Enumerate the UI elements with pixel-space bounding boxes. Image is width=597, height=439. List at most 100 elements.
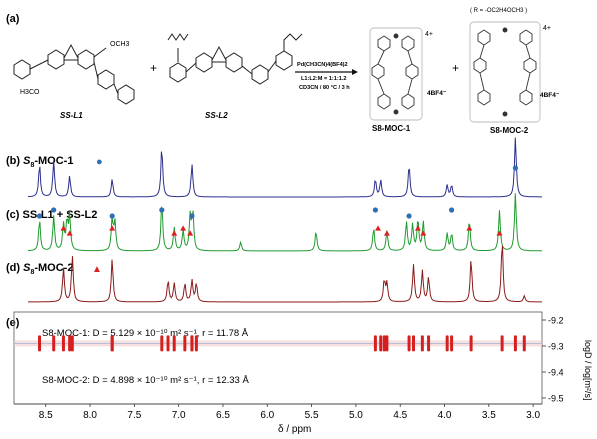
dosy-peak — [70, 335, 74, 352]
arrow-reagent-text: Pd(CH3CN)4(BF4)2 — [297, 62, 348, 68]
x-tick-label: 3.0 — [526, 410, 540, 421]
y2-tick-label: -9.2 — [548, 316, 564, 326]
plus-sign-2: + — [452, 61, 459, 75]
plus-sign: + — [150, 61, 157, 75]
moc2-cage-structure — [469, 21, 541, 123]
x-tick-label: 4.5 — [393, 410, 407, 421]
moc1-peak-marker — [189, 213, 195, 219]
moc1-marker-legend: ● — [96, 156, 103, 168]
x-tick-label: 4.0 — [438, 410, 452, 421]
moc1-label: S8-MOC-1 — [372, 124, 411, 133]
dosy-peak — [500, 335, 504, 352]
dosy-peak — [190, 335, 194, 352]
moc1-peak-marker — [372, 207, 378, 213]
ligand-l2-structure — [167, 33, 303, 85]
moc1-charge: 4+ — [425, 31, 433, 38]
panel-a-label: (a) — [6, 13, 20, 25]
y2-tick-label: -9.5 — [548, 394, 564, 404]
dosy-moc1-text: S8-MOC-1: D = 5.129 × 10⁻¹⁰ m² s⁻¹, r = … — [42, 328, 249, 339]
moc1-peak-marker — [109, 213, 115, 219]
dosy-peak — [382, 335, 386, 352]
moc1-cage-structure — [369, 27, 423, 121]
moc1-peak-marker — [449, 207, 455, 213]
moc2-peak-marker — [496, 230, 503, 236]
axis-layer: 8.5 8.0 7.5 7.0 6.5 6.0 5.5 5.0 4.5 4.0 3.5 3.0 -9.2… — [14, 316, 564, 421]
moc2-peak-marker — [420, 230, 427, 236]
x-tick-label: 7.5 — [127, 410, 141, 421]
moc2-peak-marker — [375, 225, 382, 231]
dosy-frame — [13, 311, 543, 405]
dosy-layer — [14, 335, 542, 352]
dosy-peak — [52, 335, 56, 352]
x-tick-label: 6.5 — [216, 410, 230, 421]
dosy-peak — [445, 335, 449, 352]
r-definition: ( R = -OC2H4OCH3 ) — [470, 8, 527, 14]
scheme-panel: (a) OCH3 H3CO SS-L1 + — [6, 8, 560, 135]
dosy-moc2-text: S8-MOC-2: D = 4.898 × 10⁻¹⁰ m² s⁻¹, r = … — [42, 375, 249, 386]
dosy-peak — [166, 335, 170, 352]
moc2-charge: 4+ — [543, 25, 551, 32]
ligand-l1-structure — [13, 43, 135, 105]
moc1-peak-marker — [159, 207, 165, 213]
spectrum-trace-2 — [28, 245, 542, 303]
spectra-layer — [27, 137, 543, 303]
arrow-ratio-text: L1:L2:M = 1:1:1.2 — [301, 76, 347, 82]
ligand-l1-label: SS-L1 — [60, 111, 83, 120]
moc2-peak-marker — [109, 225, 116, 231]
y2-tick-label: -9.3 — [548, 342, 564, 352]
moc2-peak-marker — [180, 225, 187, 231]
moc1-peak-marker — [51, 207, 57, 213]
ligand-l2-label: SS-L2 — [205, 111, 228, 120]
reaction-arrowhead — [352, 69, 358, 75]
x-tick-label: 8.0 — [83, 410, 97, 421]
arrow-conditions-text: CD3CN / 80 °C / 3 h — [299, 85, 350, 91]
x-tick-label: 5.0 — [349, 410, 363, 421]
ome-label: OCH3 — [110, 41, 130, 48]
dosy-peak — [183, 335, 187, 352]
x-tick-label: 8.5 — [39, 410, 53, 421]
moc2-counterion: 4BF4⁻ — [540, 92, 560, 99]
moc2-label: S8-MOC-2 — [490, 126, 529, 135]
dosy-peak — [513, 335, 517, 352]
spectrum-trace-0 — [28, 137, 542, 198]
y2-axis-title: logD / log[m²/s] — [583, 340, 593, 401]
dosy-peak — [110, 335, 114, 352]
moc2-peak-marker — [66, 230, 73, 236]
dosy-peak — [522, 335, 526, 352]
x-tick-label: 3.5 — [482, 410, 496, 421]
dosy-peak — [407, 335, 411, 352]
x-tick-label: 7.0 — [172, 410, 186, 421]
x-tick-label: 5.5 — [305, 410, 319, 421]
dosy-peak — [61, 335, 65, 352]
moc2-peak-marker — [466, 225, 473, 231]
dosy-peak — [160, 335, 164, 352]
panel-c-label: (c) SS-L1 + SS-L2 — [6, 209, 97, 221]
moc2-peak-marker — [187, 230, 194, 236]
moc2-peak-marker — [414, 225, 421, 231]
x-tick-label: 6.0 — [260, 410, 274, 421]
moc2-marker-legend: ▲ — [92, 264, 102, 275]
spectrum-trace-1 — [27, 193, 543, 252]
dosy-peak — [427, 335, 431, 352]
moc1-peak-marker — [406, 213, 412, 219]
moc2-peak-marker — [383, 230, 390, 236]
dosy-peak — [373, 335, 377, 352]
dosy-peak — [385, 335, 389, 352]
dosy-peak — [450, 335, 454, 352]
dosy-peak — [68, 335, 72, 352]
moc2-peak-marker — [171, 230, 178, 236]
panel-e-label: (e) — [6, 317, 20, 329]
dosy-peak — [172, 335, 176, 352]
dosy-peak — [469, 335, 473, 352]
dosy-peak — [412, 335, 415, 352]
dosy-peak — [38, 335, 42, 352]
dosy-peak — [420, 335, 424, 352]
dosy-peak — [379, 335, 383, 352]
moc2-peak-marker — [60, 225, 67, 231]
y2-tick-label: -9.4 — [548, 368, 564, 378]
h3co-label: H3CO — [20, 89, 40, 96]
moc1-counterion: 4BF4⁻ — [427, 90, 447, 97]
dosy-peak — [194, 335, 198, 352]
moc1-peak-marker — [512, 165, 519, 171]
